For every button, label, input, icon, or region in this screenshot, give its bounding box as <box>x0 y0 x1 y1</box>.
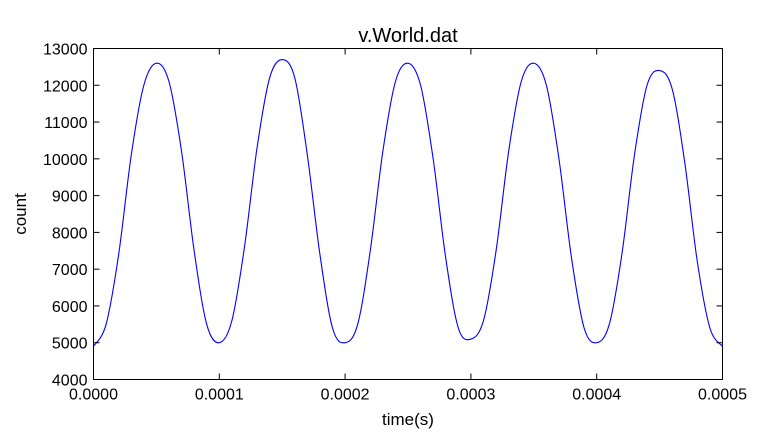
x-tick-label: 0.0002 <box>321 387 370 404</box>
y-tick-label: 12000 <box>43 78 88 95</box>
series-line <box>93 58 723 347</box>
y-axis-label: count <box>11 193 30 235</box>
x-tick-label: 0.0000 <box>69 387 118 404</box>
x-tick-label: 0.0005 <box>698 387 747 404</box>
x-axis: 0.0000 0.0001 0.0002 0.0003 0.0004 0.0005 <box>69 48 747 404</box>
plot-frame <box>93 48 723 380</box>
x-axis-label: time(s) <box>382 410 434 429</box>
y-axis: 4000 5000 6000 7000 8000 9000 10000 11000 12000 1… <box>43 42 723 390</box>
y-tick-label: 9000 <box>52 189 88 206</box>
y-tick-label: 10000 <box>43 152 88 169</box>
y-tick-label: 13000 <box>43 42 88 59</box>
plot-area <box>93 48 723 380</box>
chart-title: v.World.dat <box>358 25 458 47</box>
y-tick-label: 5000 <box>52 336 88 353</box>
x-tick-label: 0.0003 <box>446 387 495 404</box>
x-tick-label: 0.0004 <box>572 387 621 404</box>
x-tick-label: 0.0001 <box>195 387 244 404</box>
y-tick-label: 8000 <box>52 225 88 242</box>
y-tick-label: 4000 <box>52 373 88 390</box>
y-tick-label: 11000 <box>44 115 87 132</box>
y-tick-label: 6000 <box>52 299 88 316</box>
y-tick-label: 7000 <box>52 262 88 279</box>
